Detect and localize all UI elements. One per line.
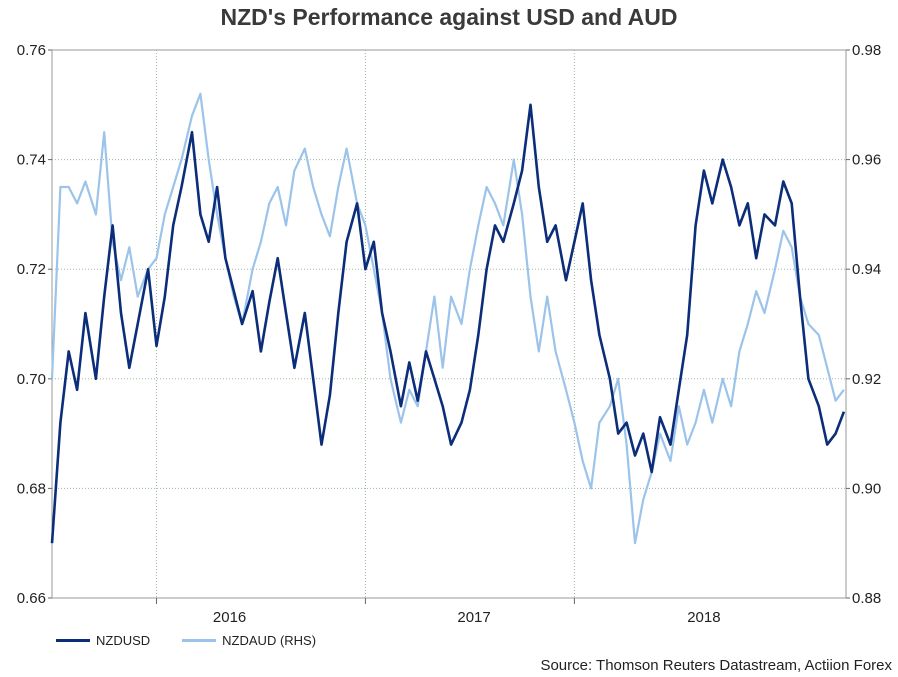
left-tick-label: 0.74	[17, 152, 46, 169]
right-tick-label: 0.92	[852, 371, 881, 388]
right-tick-label: 0.90	[852, 480, 881, 497]
right-tick-label: 0.94	[852, 261, 881, 278]
left-tick-label: 0.76	[17, 42, 46, 59]
source-note: Source: Thomson Reuters Datastream, Acti…	[540, 657, 892, 674]
chart-title: NZD's Performance against USD and AUD	[220, 4, 678, 30]
legend-item-nzdaud: NZDAUD (RHS)	[182, 633, 316, 648]
right-axis: 0.88 0.90 0.92 0.94 0.96 0.98	[846, 42, 881, 607]
legend-item-nzdusd: NZDUSD	[56, 633, 150, 648]
right-tick-label: 0.98	[852, 42, 881, 59]
series-layer	[50, 92, 846, 545]
right-tick-label: 0.96	[852, 152, 881, 169]
legend: NZDUSD NZDAUD (RHS)	[56, 633, 316, 648]
x-tick-label-2018: 2018	[687, 609, 720, 626]
left-axis: 0.66 0.68 0.70 0.72 0.74 0.76	[17, 42, 52, 607]
legend-label-nzdaud: NZDAUD (RHS)	[222, 633, 317, 648]
legend-label-nzdusd: NZDUSD	[96, 633, 151, 648]
x-tick-label-2017: 2017	[457, 609, 490, 626]
plot-frame	[51, 49, 847, 599]
x-tick-label-2016: 2016	[213, 609, 246, 626]
left-tick-label: 0.66	[17, 590, 46, 607]
left-tick-label: 0.70	[17, 371, 46, 388]
left-tick-label: 0.68	[17, 480, 46, 497]
right-tick-label: 0.88	[852, 590, 881, 607]
legend-swatch-nzdaud	[182, 639, 217, 642]
series-line-nzdusd	[50, 103, 846, 544]
legend-swatch-nzdusd	[56, 639, 90, 642]
x-axis: 2016 2017 2018	[155, 598, 721, 626]
series-line-nzdaud-rhs	[50, 92, 845, 545]
gridlines	[52, 50, 846, 598]
left-tick-label: 0.72	[17, 261, 46, 278]
